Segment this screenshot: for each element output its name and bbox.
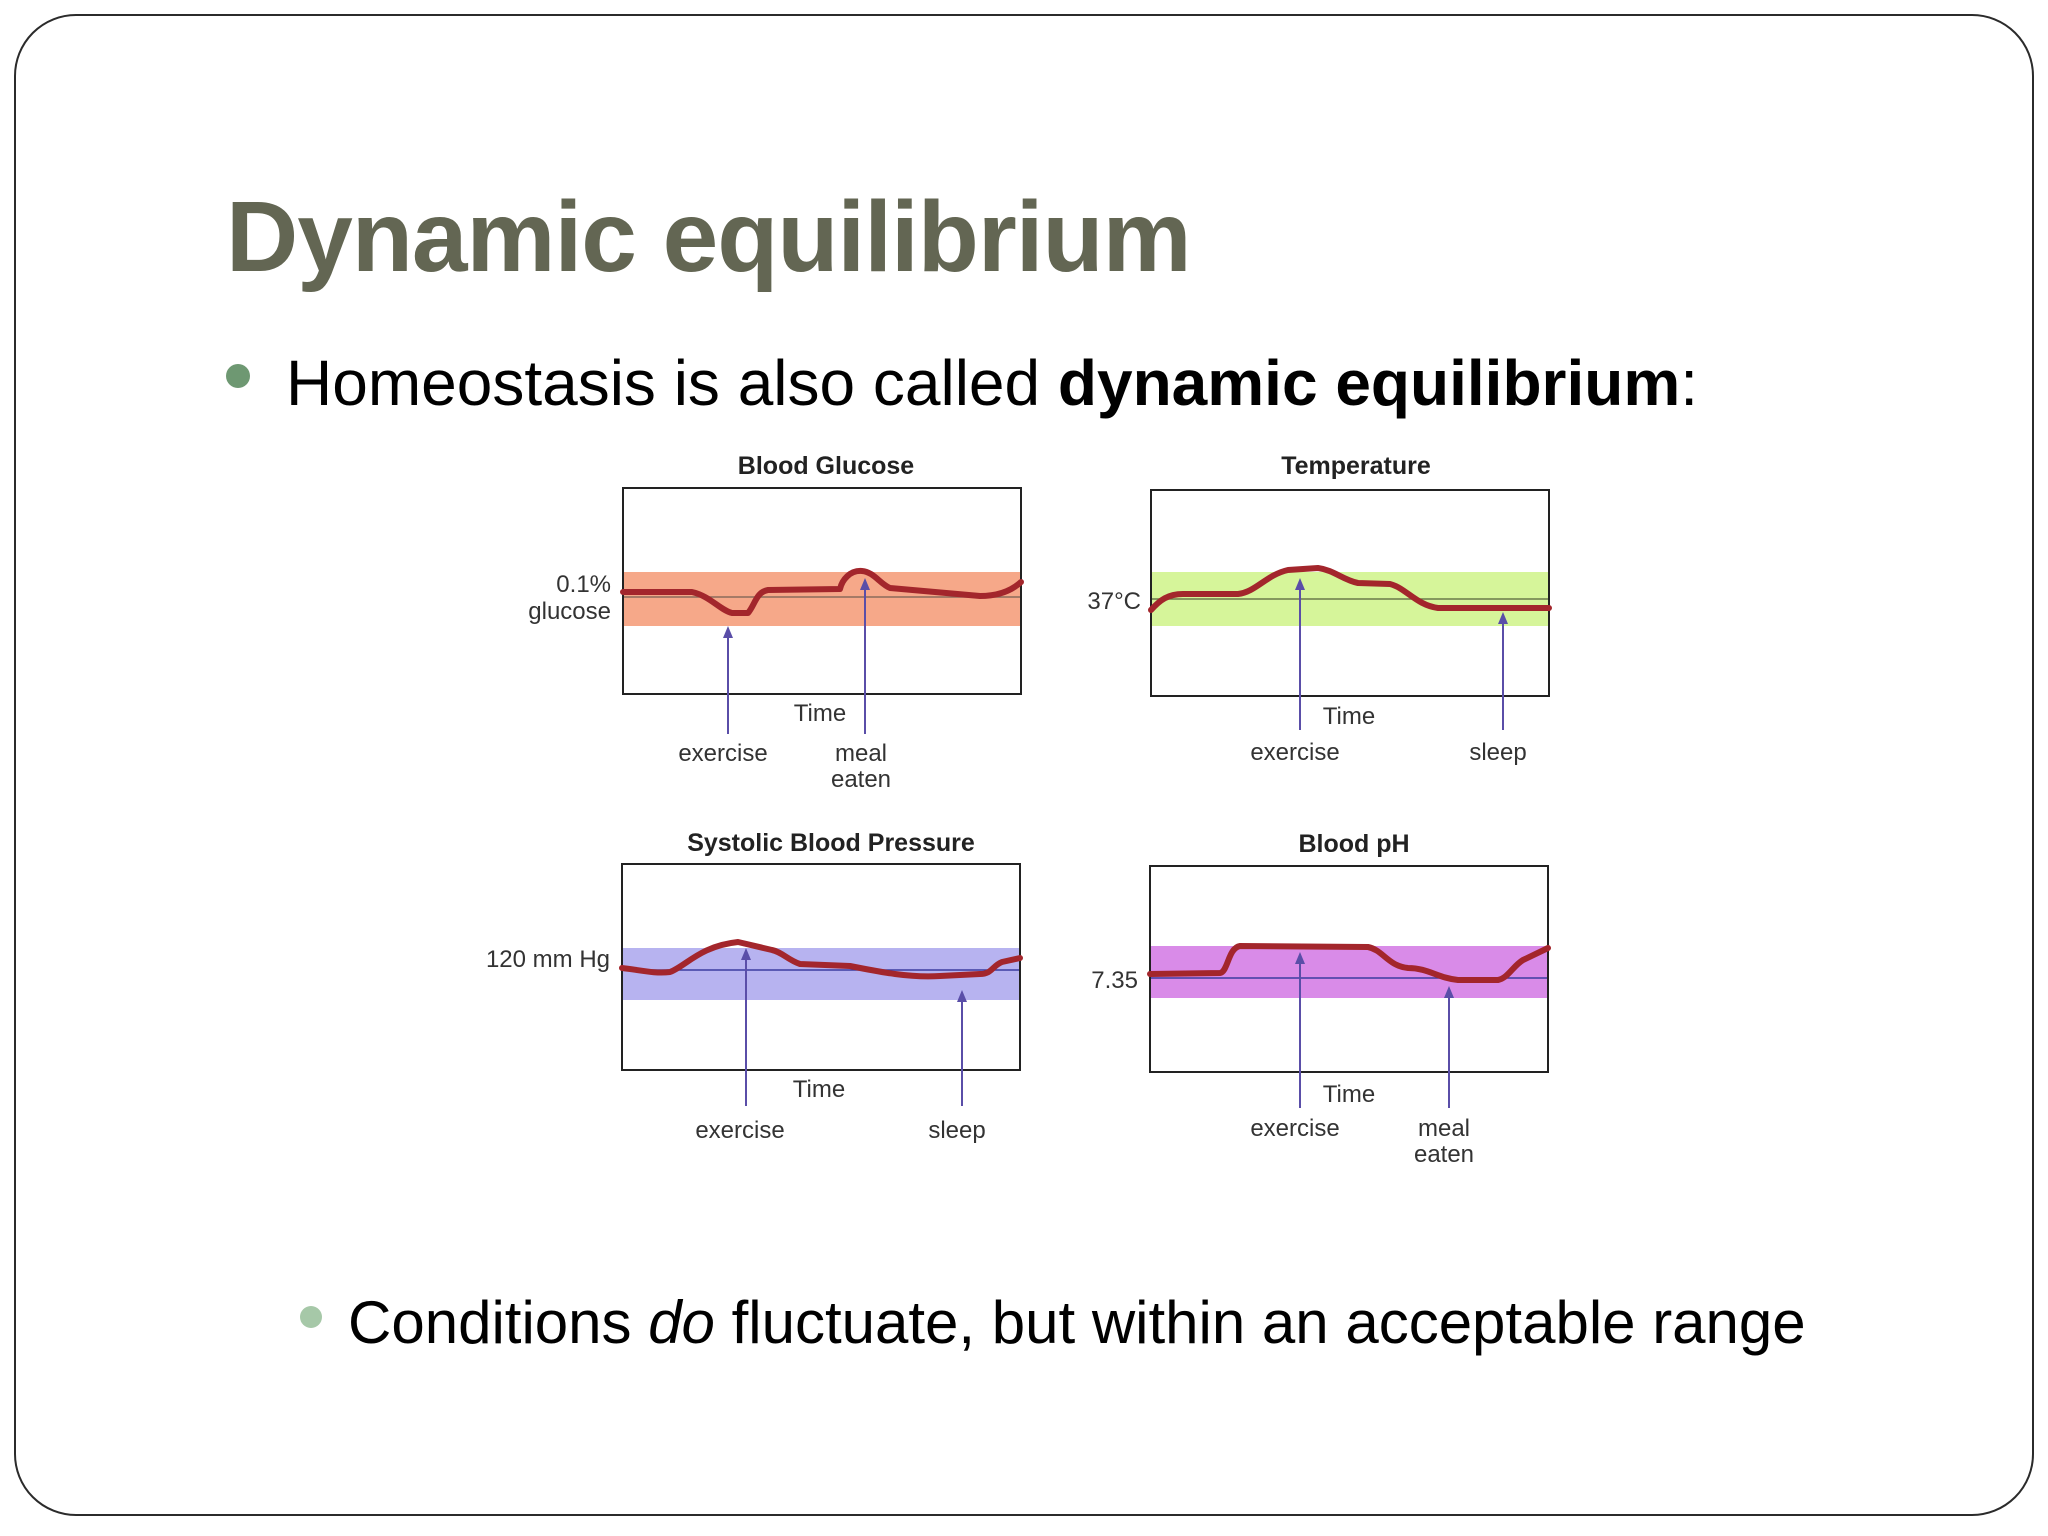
- italic-term: do: [648, 1289, 715, 1356]
- arrowhead-icon: [957, 990, 967, 1002]
- y-label: 7.35: [1091, 967, 1138, 994]
- event-label-meal-1: meal: [835, 740, 887, 767]
- arrowhead-icon: [1498, 612, 1508, 624]
- arrowhead-icon: [1444, 986, 1454, 998]
- arrowhead-icon: [741, 948, 751, 960]
- plot-frame: [1149, 865, 1549, 1073]
- slide-title: Dynamic equilibrium: [226, 181, 1192, 293]
- bold-term: dynamic equilibrium: [1057, 347, 1681, 419]
- panel-temperature: Temperature 37°C Time exercise sleep: [998, 440, 1578, 805]
- event-label-meal-2: eaten: [1414, 1141, 1474, 1168]
- x-label: Time: [794, 700, 846, 727]
- plot-frame: [1150, 489, 1550, 697]
- panel-title: Blood Glucose: [738, 452, 915, 480]
- x-label: Time: [1323, 1081, 1375, 1108]
- arrowhead-icon: [860, 578, 870, 590]
- event-label-sleep: sleep: [928, 1117, 985, 1144]
- y-label: 120 mm Hg: [486, 946, 610, 973]
- fluctuation-curve: [1148, 565, 1552, 613]
- panel-blood-glucose-svg: Blood Glucose 0.1% glucose Time exercise…: [528, 452, 1024, 793]
- event-label-meal-1: meal: [1418, 1115, 1470, 1142]
- x-label: Time: [793, 1076, 845, 1103]
- event-label-exercise: exercise: [1250, 1115, 1339, 1142]
- panel-blood-ph: Blood pH 7.35 Time exercise meal eaten: [998, 818, 1578, 1183]
- y-label-line-1: 0.1%: [556, 571, 611, 598]
- event-label-exercise: exercise: [1250, 739, 1339, 766]
- panel-temperature-svg: Temperature 37°C Time exercise sleep: [1087, 452, 1552, 766]
- event-label-sleep: sleep: [1469, 739, 1526, 766]
- panel-systolic-blood-pressure: Systolic Blood Pressure 120 mm Hg Time e…: [470, 818, 1030, 1183]
- y-label: 37°C: [1087, 588, 1141, 615]
- panel-title: Temperature: [1281, 452, 1431, 480]
- event-label-meal-2: eaten: [831, 766, 891, 793]
- y-label-line-2: glucose: [528, 598, 611, 625]
- bullet-text: Homeostasis is also called dynamic equil…: [286, 347, 1698, 419]
- fluctuation-curve: [620, 567, 1024, 616]
- panel-systolic-blood-pressure-svg: Systolic Blood Pressure 120 mm Hg Time e…: [486, 829, 1023, 1144]
- arrowhead-icon: [723, 626, 733, 638]
- homeostasis-figure: Blood Glucose 0.1% glucose Time exercise…: [470, 440, 1610, 1180]
- panel-title: Blood pH: [1298, 830, 1409, 858]
- normal-range-band: [623, 572, 1021, 626]
- panel-title: Systolic Blood Pressure: [687, 829, 975, 857]
- panel-blood-glucose: Blood Glucose 0.1% glucose Time exercise…: [470, 440, 1030, 805]
- bullet-dot: [226, 364, 250, 388]
- event-label-exercise: exercise: [678, 740, 767, 767]
- panel-blood-ph-svg: Blood pH 7.35 Time exercise meal eaten: [1091, 830, 1551, 1168]
- fluctuation-curve: [619, 939, 1023, 980]
- slide-frame: [14, 14, 2034, 1516]
- arrowhead-icon: [1295, 952, 1305, 964]
- fluctuation-curve: [1147, 943, 1551, 983]
- x-label: Time: [1323, 703, 1375, 730]
- bullet-dot: [300, 1306, 322, 1328]
- bullet-text: Conditions do fluctuate, but within an a…: [348, 1289, 1806, 1356]
- event-label-exercise: exercise: [695, 1117, 784, 1144]
- arrowhead-icon: [1295, 578, 1305, 590]
